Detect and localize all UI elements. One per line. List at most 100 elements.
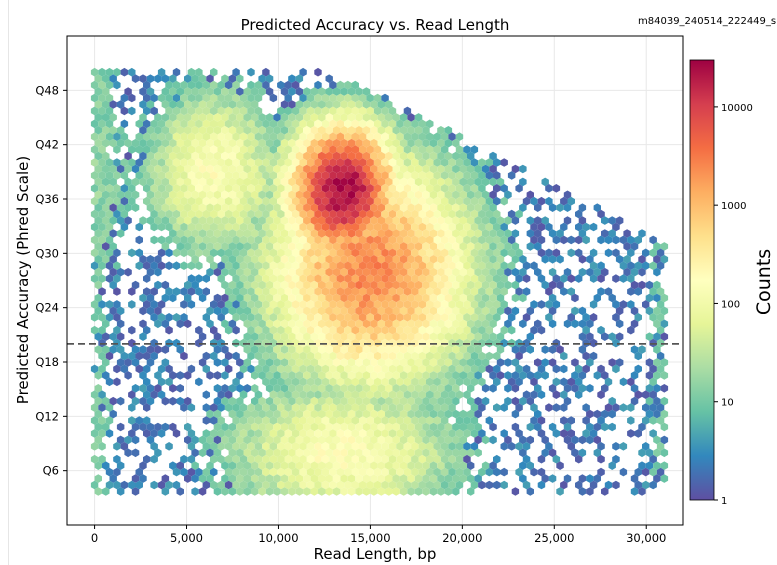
hexbin-cell [318,396,326,406]
hexbin-cell [243,267,251,277]
hexbin-cell [351,106,359,116]
hexbin-cell [548,293,557,303]
hexbin-cell [541,255,549,264]
hexbin-cell [295,293,304,303]
hexbin-cell [318,255,326,264]
hexbin-cell [325,396,333,406]
hexbin-cell [269,467,278,477]
hexbin-cell [325,435,333,445]
hexbin-cell [94,422,102,432]
hexbin-cell [187,209,196,219]
hexbin-cell [161,126,170,135]
hexbin-cell [548,345,557,354]
hexbin-cell [377,280,385,290]
hexbin-cell [180,261,188,270]
hexbin-cell [277,184,285,193]
hexbin-cell [90,480,99,490]
hexbin-cell [336,145,345,154]
hexbin-cell [448,300,456,309]
hexbin-cell [485,274,493,283]
hexbin-cell [392,229,400,238]
hexbin-cell [232,454,240,464]
hexbin-cell [396,416,404,425]
hexbin-cell [340,138,348,148]
hexbin-cell [251,435,259,445]
hexbin-cell [165,364,173,374]
hexbin-cell [489,306,497,316]
hexbin-cell [154,384,162,393]
hexbin-cell [191,203,199,212]
hexbin-cell [284,132,292,141]
hexbin-cell [340,229,348,238]
hexbin-cell [422,203,430,212]
hexbin-cell [589,313,598,322]
hexbin-cell [496,358,505,367]
hexbin-cell [161,474,170,483]
hexbin-cell [232,235,240,245]
hexbin-cell [634,261,642,270]
hexbin-cell [329,364,337,374]
hexbin-cell [355,422,363,432]
hexbin-cell [411,390,419,399]
hexbin-cell [463,416,471,425]
hexbin-cell [630,487,639,496]
hexbin-cell [552,364,561,374]
hexbin-cell [560,429,568,438]
hexbin-cell [247,480,255,490]
hexbin-cell [291,248,300,258]
hexbin-cell [500,480,508,490]
hexbin-cell [150,287,158,296]
hexbin-cell [381,106,389,116]
hexbin-cell [437,461,445,470]
hexbin-cell [306,377,315,387]
hexbin-cell [303,396,311,406]
hexbin-cell [232,467,240,477]
hexbin-cell [325,448,333,458]
hexbin-cell [128,351,136,361]
hexbin-cell [180,287,188,296]
hexbin-cell [157,248,166,258]
hexbin-cell [318,151,326,161]
hexbin-cell [187,196,196,206]
hexbin-cell [254,145,263,154]
hexbin-cell [116,190,125,200]
hexbin-cell [403,300,412,309]
hexbin-cell [310,435,318,445]
hexbin-cell [601,371,609,380]
hexbin-cell [295,74,304,83]
hexbin-cell [299,261,307,270]
hexbin-cell [139,461,147,470]
hexbin-cell [336,106,345,116]
hexbin-cell [373,261,382,270]
hexbin-cell [433,351,441,361]
hexbin-cell [265,358,274,367]
hexbin-cell [489,267,497,277]
hexbin-cell [418,390,426,399]
hexbin-cell [511,164,520,174]
x-tick-label: 15,000 [350,531,390,545]
hexbin-cell [597,390,605,399]
hexbin-cell [359,429,367,438]
hexbin-cell [291,209,300,219]
hexbin-cell [455,338,464,348]
hexbin-cell [284,390,292,399]
hexbin-cell [493,261,501,270]
hexbin-cell [180,454,188,464]
hexbin-cell [273,306,281,316]
hexbin-cell [500,442,508,451]
hexbin-cell [381,338,389,348]
hexbin-cell [392,371,400,380]
hexbin-cell [645,293,654,303]
hexbin-cell [198,164,207,174]
hexbin-cell [120,442,129,451]
hexbin-cell [575,274,583,283]
hexbin-cell [303,461,311,470]
hexbin-cell [359,377,367,387]
hexbin-cell [578,255,587,264]
hexbin-cell [481,461,490,470]
hexbin-cell [116,267,125,277]
hexbin-cell [467,371,475,380]
hexbin-cell [604,403,613,412]
hexbin-cell [213,100,222,109]
